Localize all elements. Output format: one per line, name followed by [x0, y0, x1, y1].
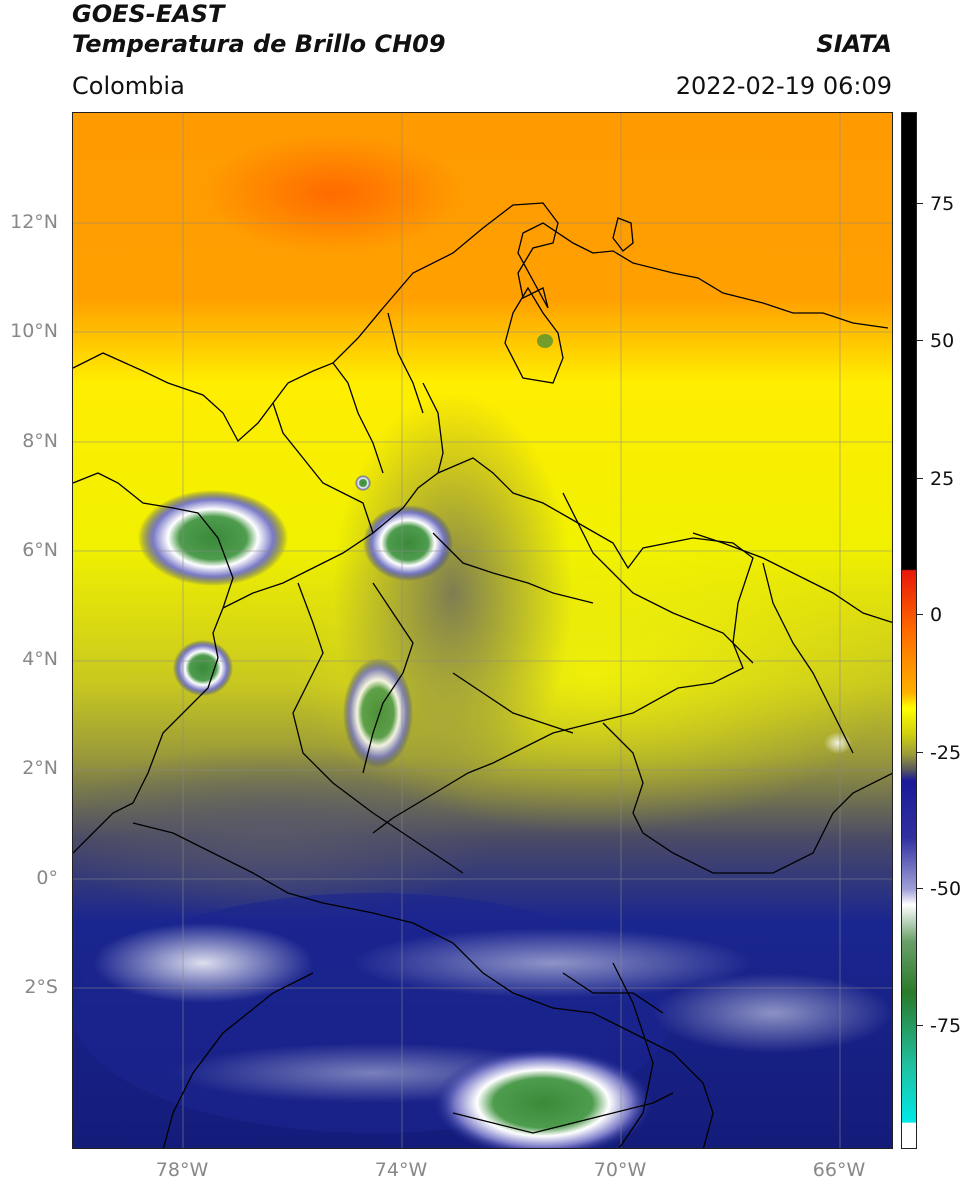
colorbar-label-neg25: -25 — [930, 742, 962, 764]
lat-label-10n: 10°N — [10, 320, 58, 342]
lat-label-0: 0° — [36, 867, 58, 889]
colorbar-tick — [917, 478, 923, 479]
lat-label-4n: 4°N — [22, 648, 58, 670]
satellite-map[interactable] — [72, 112, 893, 1149]
region-label: Colombia — [72, 72, 185, 100]
lat-label-12n: 12°N — [10, 211, 58, 233]
lon-label-74w: 74°W — [374, 1159, 428, 1181]
colorbar-tick — [917, 752, 923, 753]
organization-label: SIATA — [816, 30, 892, 58]
lat-label-8n: 8°N — [22, 430, 58, 452]
colorbar-label-75: 75 — [930, 193, 955, 215]
colorbar-gradient — [902, 113, 916, 1148]
product-title: Temperatura de Brillo CH09 — [72, 30, 446, 58]
colorbar-label-25: 25 — [930, 468, 955, 490]
lat-label-2s: 2°S — [24, 976, 58, 998]
colorbar-label-neg75: -75 — [930, 1015, 962, 1037]
colorbar — [901, 112, 917, 1149]
colorbar-tick — [917, 203, 923, 204]
satellite-title: GOES-EAST — [72, 0, 225, 28]
lon-label-78w: 78°W — [155, 1159, 209, 1181]
lon-label-66w: 66°W — [812, 1159, 866, 1181]
lat-label-2n: 2°N — [22, 757, 58, 779]
colorbar-label-neg50: -50 — [930, 878, 962, 900]
colorbar-tick — [917, 1025, 923, 1026]
colorbar-tick — [917, 340, 923, 341]
colorbar-label-0: 0 — [930, 604, 943, 626]
lon-label-70w: 70°W — [593, 1159, 647, 1181]
colorbar-label-50: 50 — [930, 330, 955, 352]
colorbar-tick — [917, 888, 923, 889]
map-image — [73, 113, 892, 1148]
lat-label-6n: 6°N — [22, 539, 58, 561]
colorbar-tick — [917, 614, 923, 615]
datetime-label: 2022-02-19 06:09 — [675, 72, 892, 100]
